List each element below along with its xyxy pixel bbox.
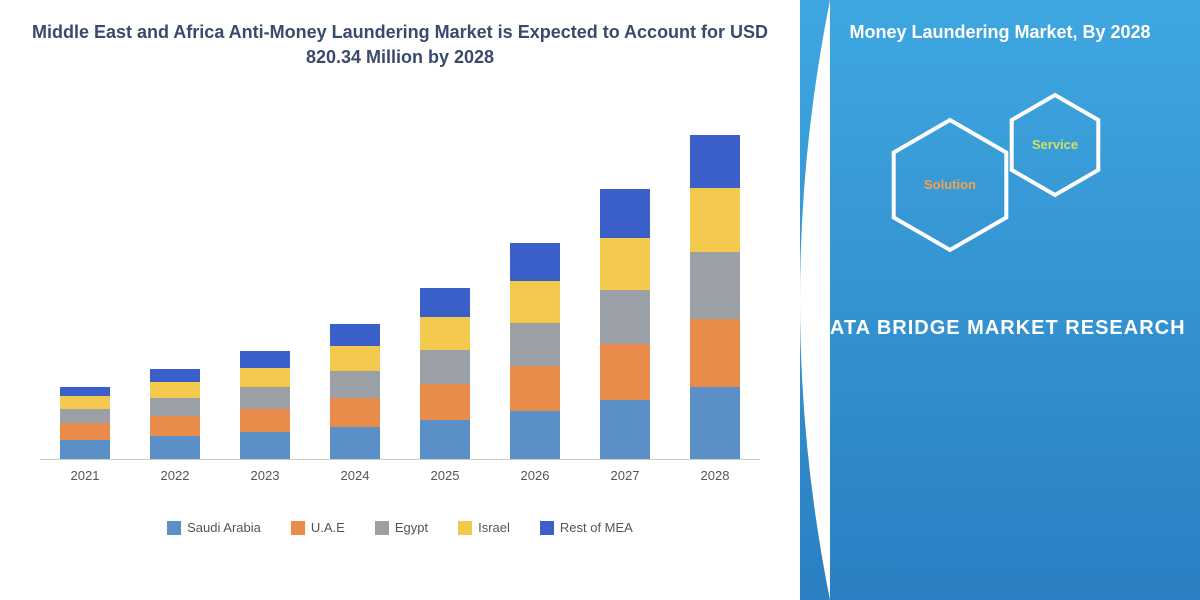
legend-swatch <box>375 521 389 535</box>
legend-swatch <box>540 521 554 535</box>
bar-segment <box>510 366 560 411</box>
bar-segment <box>510 243 560 281</box>
bar-stack <box>690 135 740 459</box>
legend-label: U.A.E <box>311 520 345 535</box>
bar-segment <box>150 398 200 416</box>
x-axis-label: 2023 <box>235 468 295 483</box>
bar-stack <box>240 351 290 459</box>
bar-group <box>415 288 475 459</box>
legend-item: Rest of MEA <box>540 520 633 535</box>
bar-stack <box>420 288 470 459</box>
bar-segment <box>330 427 380 459</box>
bar-segment <box>600 290 650 344</box>
bar-segment <box>330 371 380 398</box>
legend-item: Egypt <box>375 520 428 535</box>
bar-segment <box>330 398 380 427</box>
bar-segment <box>150 369 200 382</box>
bar-segment <box>150 416 200 436</box>
bar-segment <box>240 368 290 388</box>
bar-segment <box>60 387 110 396</box>
bar-segment <box>690 135 740 187</box>
hexagon-label: Service <box>1032 137 1078 152</box>
bar-segment <box>600 400 650 459</box>
bar-segment <box>510 323 560 366</box>
x-axis-label: 2021 <box>55 468 115 483</box>
bar-segment <box>150 382 200 398</box>
bar-segment <box>510 411 560 460</box>
bar-segment <box>690 387 740 459</box>
bar-stack <box>510 243 560 459</box>
right-panel-title: Money Laundering Market, By 2028 <box>849 20 1150 45</box>
bar-group <box>685 135 745 459</box>
chart-area: 2021 2022 2023 2024 2025 2026 2027 2028 <box>40 100 760 500</box>
bar-stack <box>60 387 110 459</box>
chart-legend: Saudi Arabia U.A.E Egypt Israel Rest of MEA <box>30 520 770 535</box>
left-panel: Middle East and Africa Anti-Money Launde… <box>0 0 800 600</box>
legend-label: Egypt <box>395 520 428 535</box>
legend-item: Israel <box>458 520 510 535</box>
bar-segment <box>60 423 110 439</box>
right-panel: Money Laundering Market, By 2028 Solutio… <box>800 0 1200 600</box>
bar-segment <box>420 384 470 420</box>
x-axis-label: 2024 <box>325 468 385 483</box>
bar-segment <box>60 440 110 460</box>
brand-name: DATA BRIDGE MARKET RESEARCH <box>814 315 1185 341</box>
bar-segment <box>240 409 290 432</box>
bar-segment <box>690 252 740 319</box>
legend-item: U.A.E <box>291 520 345 535</box>
bar-segment <box>690 188 740 253</box>
x-axis-label: 2025 <box>415 468 475 483</box>
bar-segment <box>510 281 560 322</box>
bar-segment <box>240 387 290 409</box>
x-axis-label: 2027 <box>595 468 655 483</box>
hexagon-label: Solution <box>924 177 976 192</box>
bar-group <box>595 189 655 459</box>
bar-segment <box>420 317 470 349</box>
bar-stack <box>150 369 200 459</box>
bar-segment <box>240 351 290 367</box>
bar-segment <box>420 350 470 384</box>
bar-stack <box>330 324 380 459</box>
bar-segment <box>600 238 650 290</box>
legend-label: Rest of MEA <box>560 520 633 535</box>
bar-segment <box>600 344 650 400</box>
chart-title: Middle East and Africa Anti-Money Launde… <box>30 20 770 70</box>
bar-group <box>145 369 205 459</box>
bar-group <box>505 243 565 459</box>
bar-segment <box>60 409 110 423</box>
legend-swatch <box>458 521 472 535</box>
bar-segment <box>240 432 290 459</box>
bar-segment <box>60 396 110 409</box>
bars-container <box>40 100 760 460</box>
x-axis-label: 2022 <box>145 468 205 483</box>
legend-label: Israel <box>478 520 510 535</box>
legend-item: Saudi Arabia <box>167 520 261 535</box>
bar-segment <box>420 288 470 317</box>
legend-swatch <box>291 521 305 535</box>
legend-swatch <box>167 521 181 535</box>
x-axis-labels: 2021 2022 2023 2024 2025 2026 2027 2028 <box>40 468 760 483</box>
bar-segment <box>600 189 650 238</box>
bar-group <box>55 387 115 459</box>
legend-label: Saudi Arabia <box>187 520 261 535</box>
bar-segment <box>690 319 740 387</box>
panel-divider-curve <box>770 0 830 600</box>
bar-group <box>325 324 385 459</box>
bar-group <box>235 351 295 459</box>
x-axis-label: 2028 <box>685 468 745 483</box>
x-axis-label: 2026 <box>505 468 565 483</box>
bar-stack <box>600 189 650 459</box>
bar-segment <box>330 346 380 371</box>
bar-segment <box>420 420 470 460</box>
bar-segment <box>330 324 380 346</box>
bar-segment <box>150 436 200 459</box>
hexagon-graphic: Solution Service <box>850 75 1150 275</box>
